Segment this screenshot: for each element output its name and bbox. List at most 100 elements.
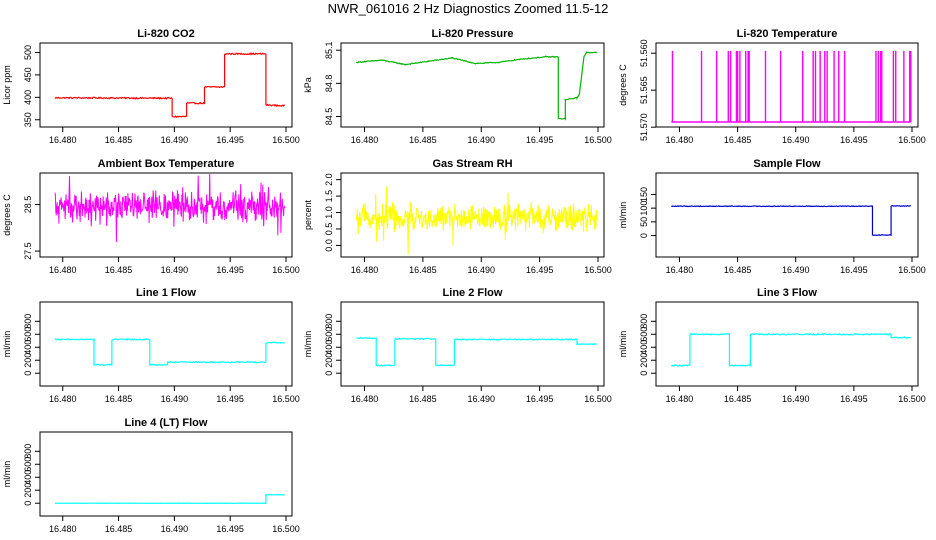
y-tick-label: 1.5 [324,190,334,203]
y-tick-label: 400 [23,90,33,105]
page-title: NWR_061016 2 Hz Diagnostics Zoomed 11.5-… [327,1,609,16]
y-axis-label: ml/min [2,331,12,358]
y-tick-label: 600 [23,327,33,342]
y-tick-label: 28.5 [23,196,33,214]
chart-sample-flow: Sample Flow ml/min 16.480 16.485 16.490 16.49… [618,158,926,275]
y-tick-label: 0 [639,371,649,376]
series-line [54,174,286,243]
x-tick-label: 16.485 [409,394,437,404]
y-axis-label: ml/min [618,202,628,229]
y-axis-label: degrees C [2,194,12,236]
x-tick-label: 16.485 [105,135,133,145]
series-group [356,337,598,367]
x-tick-label: 16.485 [105,524,133,534]
y-tick-label: 200 [324,353,334,368]
x-tick-label: 16.490 [467,265,495,275]
x-tick-label: 16.490 [782,394,810,404]
x-tick-label: 16.495 [840,265,868,275]
x-tick-label: 16.490 [161,524,189,534]
x-tick-label: 16.495 [526,135,554,145]
chart-gas-stream-rh: Gas Stream RH percent 16.480 16.485 16.490 16… [303,158,612,275]
y-tick-label: 400 [23,470,33,485]
x-tick-label: 16.480 [351,135,379,145]
x-tick-label: 16.485 [724,394,752,404]
chart-title: Line 4 (LT) Flow [125,417,208,429]
plot-frame [655,301,919,387]
x-tick-label: 16.495 [216,524,244,534]
chart-title: Line 3 Flow [757,287,817,299]
x-tick-label: 16.480 [49,135,77,145]
x-tick-label: 16.480 [666,394,694,404]
x-tick-label: 16.500 [584,394,612,404]
y-tick-label: 200 [23,353,33,368]
plot-frame [39,172,293,258]
chart-title: Ambient Box Temperature [98,158,235,170]
y-tick-label: 150 [639,187,649,202]
y-tick-label: 200 [23,483,33,498]
series-line [54,337,286,367]
series-group [54,337,286,367]
x-tick-label: 16.500 [272,394,300,404]
series-group [671,50,912,123]
y-tick-label: 800 [23,314,33,329]
y-tick-label: 400 [324,340,334,355]
plot-frame [340,42,605,128]
y-tick-label: 600 [639,327,649,342]
y-axis-label: degrees C [618,64,628,106]
y-tick-label: 800 [324,314,334,329]
series-group [54,174,286,243]
y-tick-label: 100 [639,201,649,216]
y-tick-label: 0 [23,371,33,376]
y-tick-label: 200 [639,353,649,368]
chart-title: Li-820 Pressure [432,28,514,40]
y-tick-label: 600 [23,457,33,472]
series-group [671,204,911,237]
x-tick-label: 16.480 [351,394,379,404]
y-axis-label: Licor ppm [2,65,12,105]
series-line [54,52,285,118]
x-tick-label: 16.490 [161,394,189,404]
series-group [54,493,285,504]
x-tick-label: 16.490 [782,135,810,145]
x-tick-label: 16.480 [49,524,77,534]
chart-line-1-flow: Line 1 Flow ml/min 16.480 16.485 16.490 16.49… [2,287,300,404]
y-tick-label: 350 [23,112,33,127]
chart-title: Line 2 Flow [443,287,503,299]
x-tick-label: 16.500 [584,265,612,275]
y-tick-label: 400 [639,340,649,355]
series-line [355,51,598,121]
plot-frame [39,42,293,128]
y-tick-label: 50 [639,217,649,227]
x-tick-label: 16.500 [272,135,300,145]
plot-frame [39,431,293,517]
series-line [671,204,911,237]
y-tick-label: 400 [23,340,33,355]
chart-ambient-box-temperature: Ambient Box Temperature degrees C 16.480 16… [2,158,300,275]
y-tick-label: 51.565 [639,76,649,104]
y-axis-label: ml/min [303,331,313,358]
x-tick-label: 16.485 [409,135,437,145]
series-group [355,51,598,121]
x-tick-label: 16.495 [526,265,554,275]
x-tick-label: 16.495 [526,394,554,404]
series-line [356,337,598,367]
x-tick-label: 16.490 [467,135,495,145]
y-tick-label: 84.5 [324,108,334,126]
y-tick-label: 51.560 [639,39,649,67]
x-tick-label: 16.500 [272,524,300,534]
y-tick-label: 800 [639,314,649,329]
x-tick-label: 16.495 [216,135,244,145]
chart-title: Sample Flow [753,158,821,170]
x-tick-label: 16.480 [49,265,77,275]
series-line [355,186,598,255]
chart-title: Line 1 Flow [136,287,196,299]
chart-li-820-co2: Li-820 CO2 Licor ppm 16.480 16.485 16.490 16.… [2,28,300,145]
y-tick-label: 51.570 [639,113,649,141]
chart-title: Li-820 CO2 [137,28,194,40]
chart-title: Li-820 Temperature [737,28,838,40]
series-line [54,493,285,504]
chart-li-820-pressure: Li-820 Pressure kPa 16.480 16.485 16.490 16.4… [303,28,612,145]
chart-title: Gas Stream RH [432,158,512,170]
y-tick-label: 2.0 [324,173,334,186]
x-tick-label: 16.490 [161,265,189,275]
